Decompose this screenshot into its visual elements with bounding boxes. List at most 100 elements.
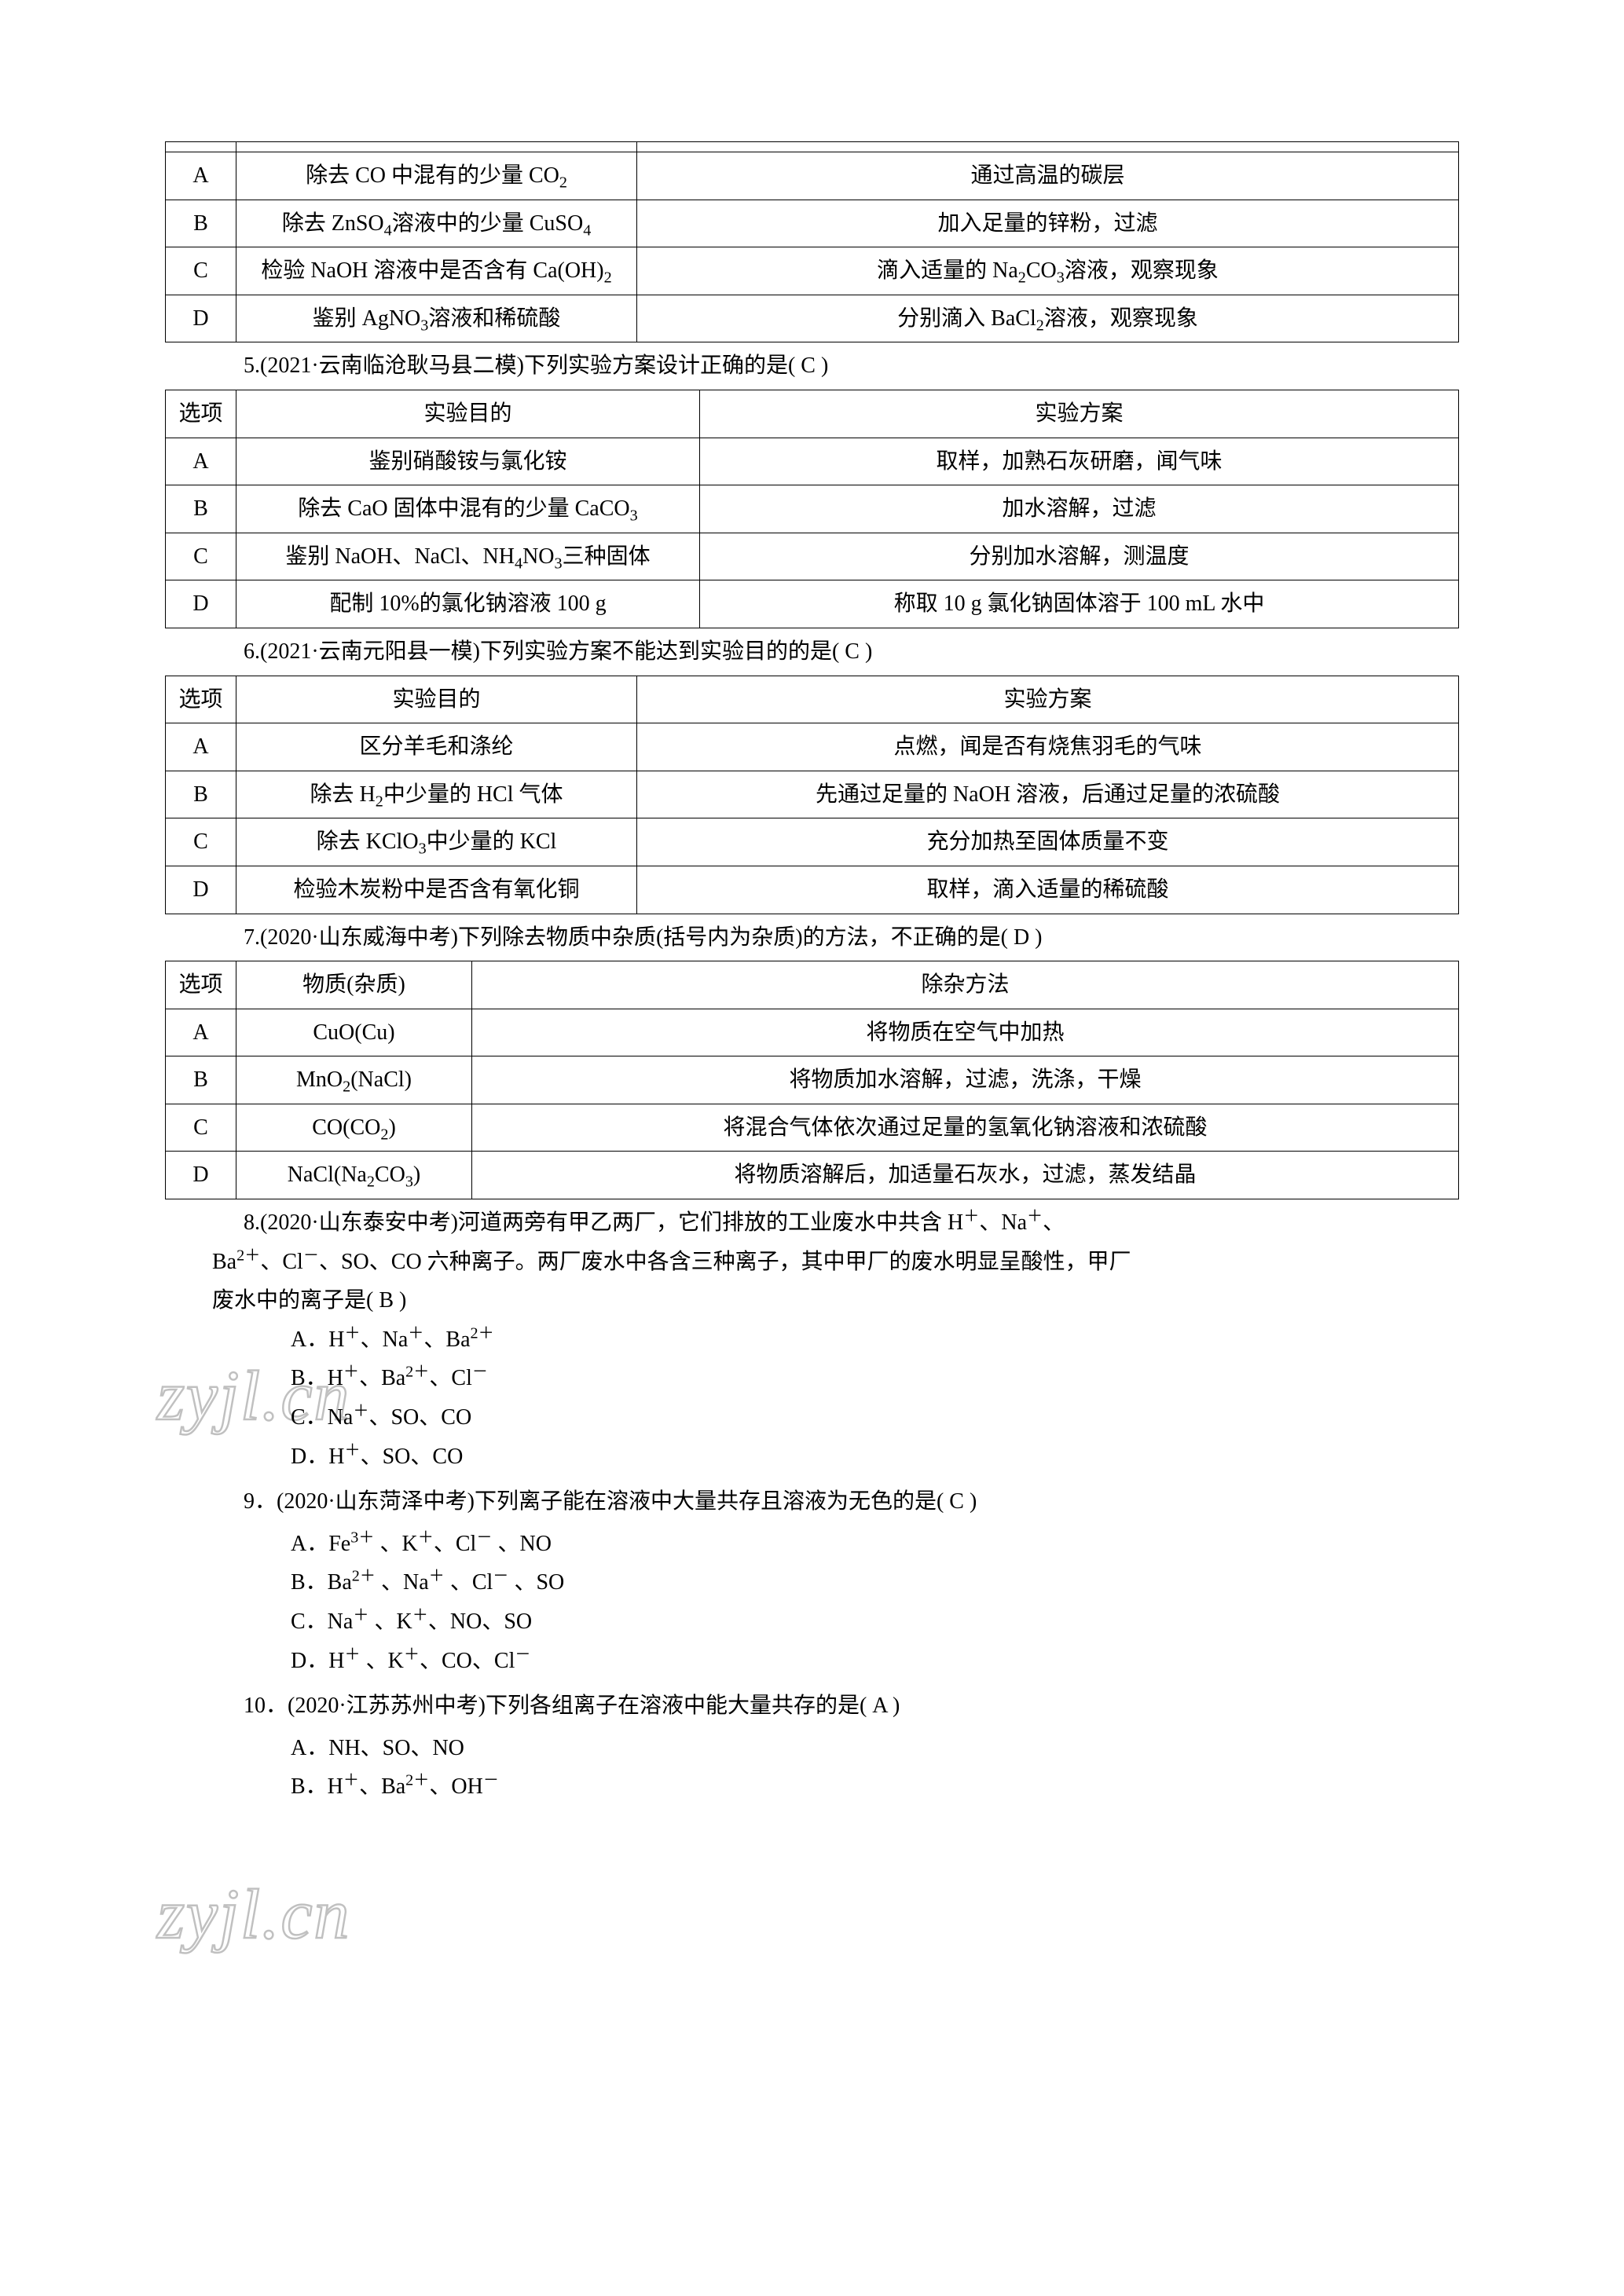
cell-sub: MnO2(NaCl)	[236, 1056, 472, 1104]
table-row: C 检验 NaOH 溶液中是否含有 Ca(OH)2 滴入适量的 Na2CO3溶液…	[166, 247, 1459, 295]
choice-8b: B．H＋、Ba2＋、Cl－	[165, 1360, 1459, 1397]
cell-method: 分别滴入 BaCl2溶液，观察现象	[637, 295, 1459, 342]
question-9: 9．(2020·山东菏泽中考)下列离子能在溶液中大量共存且溶液为无色的是( C …	[165, 1483, 1459, 1521]
cell-opt: A	[166, 152, 236, 200]
choice-9b: B．Ba2＋ 、Na＋ 、Cl－ 、SO	[165, 1564, 1459, 1602]
cell-method: 将物质加水溶解，过滤，洗涤，干燥	[472, 1056, 1459, 1104]
cell-opt: B	[166, 771, 236, 818]
cell-method: 滴入适量的 Na2CO3溶液，观察现象	[637, 247, 1459, 295]
choice-9c: C．Na＋ 、K＋、NO、SO	[165, 1603, 1459, 1641]
cell-opt: D	[166, 1152, 236, 1199]
table-row: C 除去 KClO3中少量的 KCl 充分加热至固体质量不变	[166, 818, 1459, 866]
question-10: 10．(2020·江苏苏州中考)下列各组离子在溶液中能大量共存的是( A )	[165, 1687, 1459, 1725]
cell-head: 实验目的	[236, 676, 637, 723]
cell-opt: D	[166, 866, 236, 914]
cell-opt: D	[166, 295, 236, 342]
cell-opt: C	[166, 533, 236, 580]
cell-opt: C	[166, 1104, 236, 1152]
cell-method: 将物质溶解后，加适量石灰水，过滤，蒸发结晶	[472, 1152, 1459, 1199]
choice-9d: D．H＋ 、K＋、CO、Cl－	[165, 1642, 1459, 1680]
cell-sub: NaCl(Na2CO3)	[236, 1152, 472, 1199]
table-row: C 鉴别 NaOH、NaCl、NH4NO3三种固体 分别加水溶解，测温度	[166, 533, 1459, 580]
question-7: 7.(2020·山东威海中考)下列除去物质中杂质(括号内为杂质)的方法，不正确的…	[165, 919, 1459, 957]
table-row: B 除去 H2中少量的 HCl 气体 先通过足量的 NaOH 溶液，后通过足量的…	[166, 771, 1459, 818]
cell-head: 选项	[166, 961, 236, 1009]
question-6: 6.(2021·云南元阳县一模)下列实验方案不能达到实验目的的是( C )	[165, 633, 1459, 671]
table-row-head: 选项 物质(杂质) 除杂方法	[166, 961, 1459, 1009]
cell-purpose: 鉴别 AgNO3溶液和稀硫酸	[236, 295, 637, 342]
cell-method: 将物质在空气中加热	[472, 1009, 1459, 1056]
cell-method: 取样，滴入适量的稀硫酸	[637, 866, 1459, 914]
cell-purpose: 区分羊毛和涤纶	[236, 723, 637, 771]
cell-sub: CO(CO2)	[236, 1104, 472, 1152]
cell-purpose: 鉴别 NaOH、NaCl、NH4NO3三种固体	[236, 533, 700, 580]
cell-method: 通过高温的碳层	[637, 152, 1459, 200]
question-8-line1: 8.(2020·山东泰安中考)河道两旁有甲乙两厂，它们排放的工业废水中共含 H＋…	[165, 1204, 1459, 1242]
cell-head: 物质(杂质)	[236, 961, 472, 1009]
cell-purpose: 检验木炭粉中是否含有氧化铜	[236, 866, 637, 914]
cell-empty	[236, 142, 637, 152]
cell-head: 实验方案	[637, 676, 1459, 723]
cell-method: 将混合气体依次通过足量的氢氧化钠溶液和浓硫酸	[472, 1104, 1459, 1152]
table-row	[166, 142, 1459, 152]
table-row: D 检验木炭粉中是否含有氧化铜 取样，滴入适量的稀硫酸	[166, 866, 1459, 914]
choice-8c: C．Na＋、SO、CO	[165, 1399, 1459, 1437]
cell-opt: B	[166, 1056, 236, 1104]
table-row: B 除去 CaO 固体中混有的少量 CaCO3 加水溶解，过滤	[166, 485, 1459, 533]
cell-method: 取样，加熟石灰研磨，闻气味	[700, 438, 1459, 485]
question-8-line2: Ba2＋、Cl－、SO、CO 六种离子。两厂废水中各含三种离子，其中甲厂的废水明…	[165, 1243, 1459, 1281]
cell-opt: B	[166, 485, 236, 533]
table-row: B MnO2(NaCl) 将物质加水溶解，过滤，洗涤，干燥	[166, 1056, 1459, 1104]
table-row-head: 选项 实验目的 实验方案	[166, 676, 1459, 723]
cell-head: 实验目的	[236, 390, 700, 438]
cell-head: 选项	[166, 676, 236, 723]
cell-method: 先通过足量的 NaOH 溶液，后通过足量的浓硫酸	[637, 771, 1459, 818]
table-2: 选项 实验目的 实验方案 A 鉴别硝酸铵与氯化铵 取样，加熟石灰研磨，闻气味 B…	[165, 390, 1459, 628]
table-row: C CO(CO2) 将混合气体依次通过足量的氢氧化钠溶液和浓硫酸	[166, 1104, 1459, 1152]
table-row: B 除去 ZnSO4溶液中的少量 CuSO4 加入足量的锌粉，过滤	[166, 200, 1459, 247]
table-3: 选项 实验目的 实验方案 A 区分羊毛和涤纶 点燃，闻是否有烧焦羽毛的气味 B …	[165, 676, 1459, 914]
cell-purpose: 除去 ZnSO4溶液中的少量 CuSO4	[236, 200, 637, 247]
table-4: 选项 物质(杂质) 除杂方法 A CuO(Cu) 将物质在空气中加热 B MnO…	[165, 961, 1459, 1199]
cell-head: 选项	[166, 390, 236, 438]
table-row: D NaCl(Na2CO3) 将物质溶解后，加适量石灰水，过滤，蒸发结晶	[166, 1152, 1459, 1199]
table-1: A 除去 CO 中混有的少量 CO2 通过高温的碳层 B 除去 ZnSO4溶液中…	[165, 141, 1459, 342]
question-8-line3: 废水中的离子是( B )	[165, 1282, 1459, 1320]
cell-method: 称取 10 g 氯化钠固体溶于 100 mL 水中	[700, 580, 1459, 628]
table-row: A 鉴别硝酸铵与氯化铵 取样，加熟石灰研磨，闻气味	[166, 438, 1459, 485]
cell-opt: C	[166, 247, 236, 295]
table-row: D 配制 10%的氯化钠溶液 100 g 称取 10 g 氯化钠固体溶于 100…	[166, 580, 1459, 628]
table-row-head: 选项 实验目的 实验方案	[166, 390, 1459, 438]
cell-head: 除杂方法	[472, 961, 1459, 1009]
cell-purpose: 除去 KClO3中少量的 KCl	[236, 818, 637, 866]
cell-purpose: 除去 CO 中混有的少量 CO2	[236, 152, 637, 200]
table-row: A 除去 CO 中混有的少量 CO2 通过高温的碳层	[166, 152, 1459, 200]
cell-sub: CuO(Cu)	[236, 1009, 472, 1056]
cell-method: 点燃，闻是否有烧焦羽毛的气味	[637, 723, 1459, 771]
cell-opt: A	[166, 1009, 236, 1056]
cell-opt: D	[166, 580, 236, 628]
cell-head: 实验方案	[700, 390, 1459, 438]
cell-purpose: 除去 CaO 固体中混有的少量 CaCO3	[236, 485, 700, 533]
cell-opt: B	[166, 200, 236, 247]
table-row: D 鉴别 AgNO3溶液和稀硫酸 分别滴入 BaCl2溶液，观察现象	[166, 295, 1459, 342]
cell-empty	[166, 142, 236, 152]
cell-method: 分别加水溶解，测温度	[700, 533, 1459, 580]
cell-opt: A	[166, 723, 236, 771]
cell-purpose: 鉴别硝酸铵与氯化铵	[236, 438, 700, 485]
choice-8a: A．H＋、Na＋、Ba2＋	[165, 1321, 1459, 1359]
cell-purpose: 除去 H2中少量的 HCl 气体	[236, 771, 637, 818]
table-row: A CuO(Cu) 将物质在空气中加热	[166, 1009, 1459, 1056]
question-5: 5.(2021·云南临沧耿马县二模)下列实验方案设计正确的是( C )	[165, 347, 1459, 385]
choice-9a: A．Fe3＋ 、K＋、Cl－ 、NO	[165, 1525, 1459, 1563]
table-row: A 区分羊毛和涤纶 点燃，闻是否有烧焦羽毛的气味	[166, 723, 1459, 771]
cell-opt: C	[166, 818, 236, 866]
cell-method: 加入足量的锌粉，过滤	[637, 200, 1459, 247]
cell-opt: A	[166, 438, 236, 485]
cell-method: 加水溶解，过滤	[700, 485, 1459, 533]
cell-purpose: 检验 NaOH 溶液中是否含有 Ca(OH)2	[236, 247, 637, 295]
choice-10b: B．H＋、Ba2＋、OH－	[165, 1768, 1459, 1806]
cell-empty	[637, 142, 1459, 152]
choice-8d: D．H＋、SO、CO	[165, 1438, 1459, 1476]
cell-method: 充分加热至固体质量不变	[637, 818, 1459, 866]
